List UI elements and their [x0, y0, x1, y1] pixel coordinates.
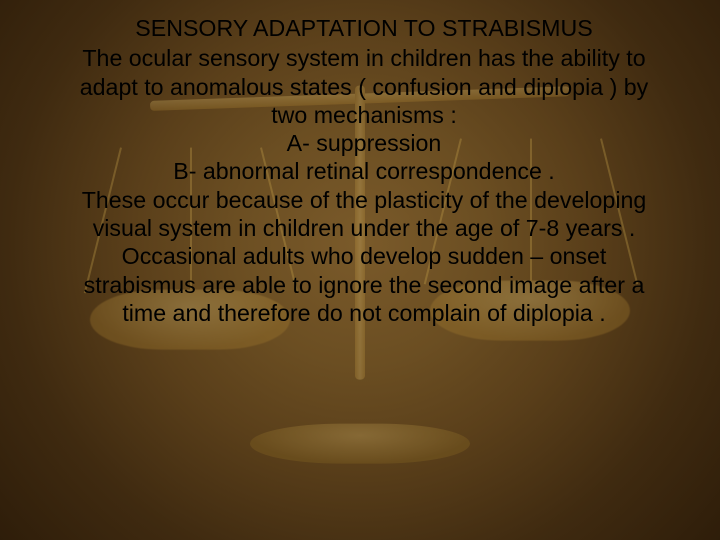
paragraph-intro: The ocular sensory system in children ha…	[68, 44, 660, 129]
mechanism-b: B- abnormal retinal correspondence .	[68, 157, 660, 185]
mechanism-a: A- suppression	[68, 129, 660, 157]
slide-title: SENSORY ADAPTATION TO STRABISMUS	[68, 14, 660, 42]
paragraph-adults: Occasional adults who develop sudden – o…	[68, 242, 660, 327]
paragraph-plasticity: These occur because of the plasticity of…	[68, 186, 660, 243]
slide-content: SENSORY ADAPTATION TO STRABISMUS The ocu…	[0, 14, 720, 327]
